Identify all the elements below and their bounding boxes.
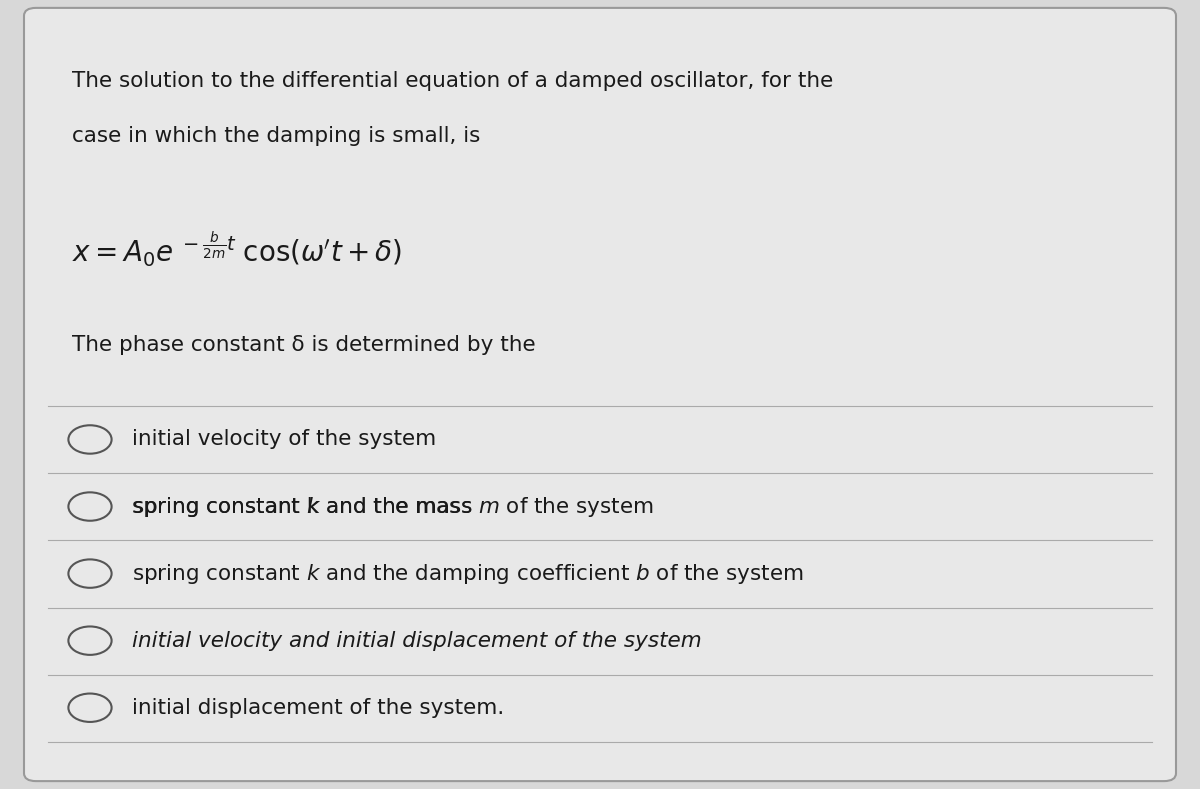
Text: $x = A_0 e^{\;-\frac{b}{2m}t}\;\cos(\omega\,\!'t + \delta)$: $x = A_0 e^{\;-\frac{b}{2m}t}\;\cos(\ome… bbox=[72, 229, 402, 269]
FancyBboxPatch shape bbox=[24, 8, 1176, 781]
Text: initial velocity and initial displacement of the system: initial velocity and initial displacemen… bbox=[132, 630, 702, 651]
Text: case in which the damping is small, is: case in which the damping is small, is bbox=[72, 126, 480, 146]
Text: initial displacement of the system.: initial displacement of the system. bbox=[132, 697, 504, 718]
Text: spring constant k and the mass: spring constant k and the mass bbox=[132, 496, 479, 517]
Text: spring constant $k$ and the damping coefficient $b$ of the system: spring constant $k$ and the damping coef… bbox=[132, 562, 804, 585]
Text: spring constant $k$ and the mass $m$ of the system: spring constant $k$ and the mass $m$ of … bbox=[132, 495, 654, 518]
Text: initial velocity of the system: initial velocity of the system bbox=[132, 429, 437, 450]
Text: The solution to the differential equation of a damped oscillator, for the: The solution to the differential equatio… bbox=[72, 71, 833, 91]
Text: The phase constant δ is determined by the: The phase constant δ is determined by th… bbox=[72, 335, 535, 355]
